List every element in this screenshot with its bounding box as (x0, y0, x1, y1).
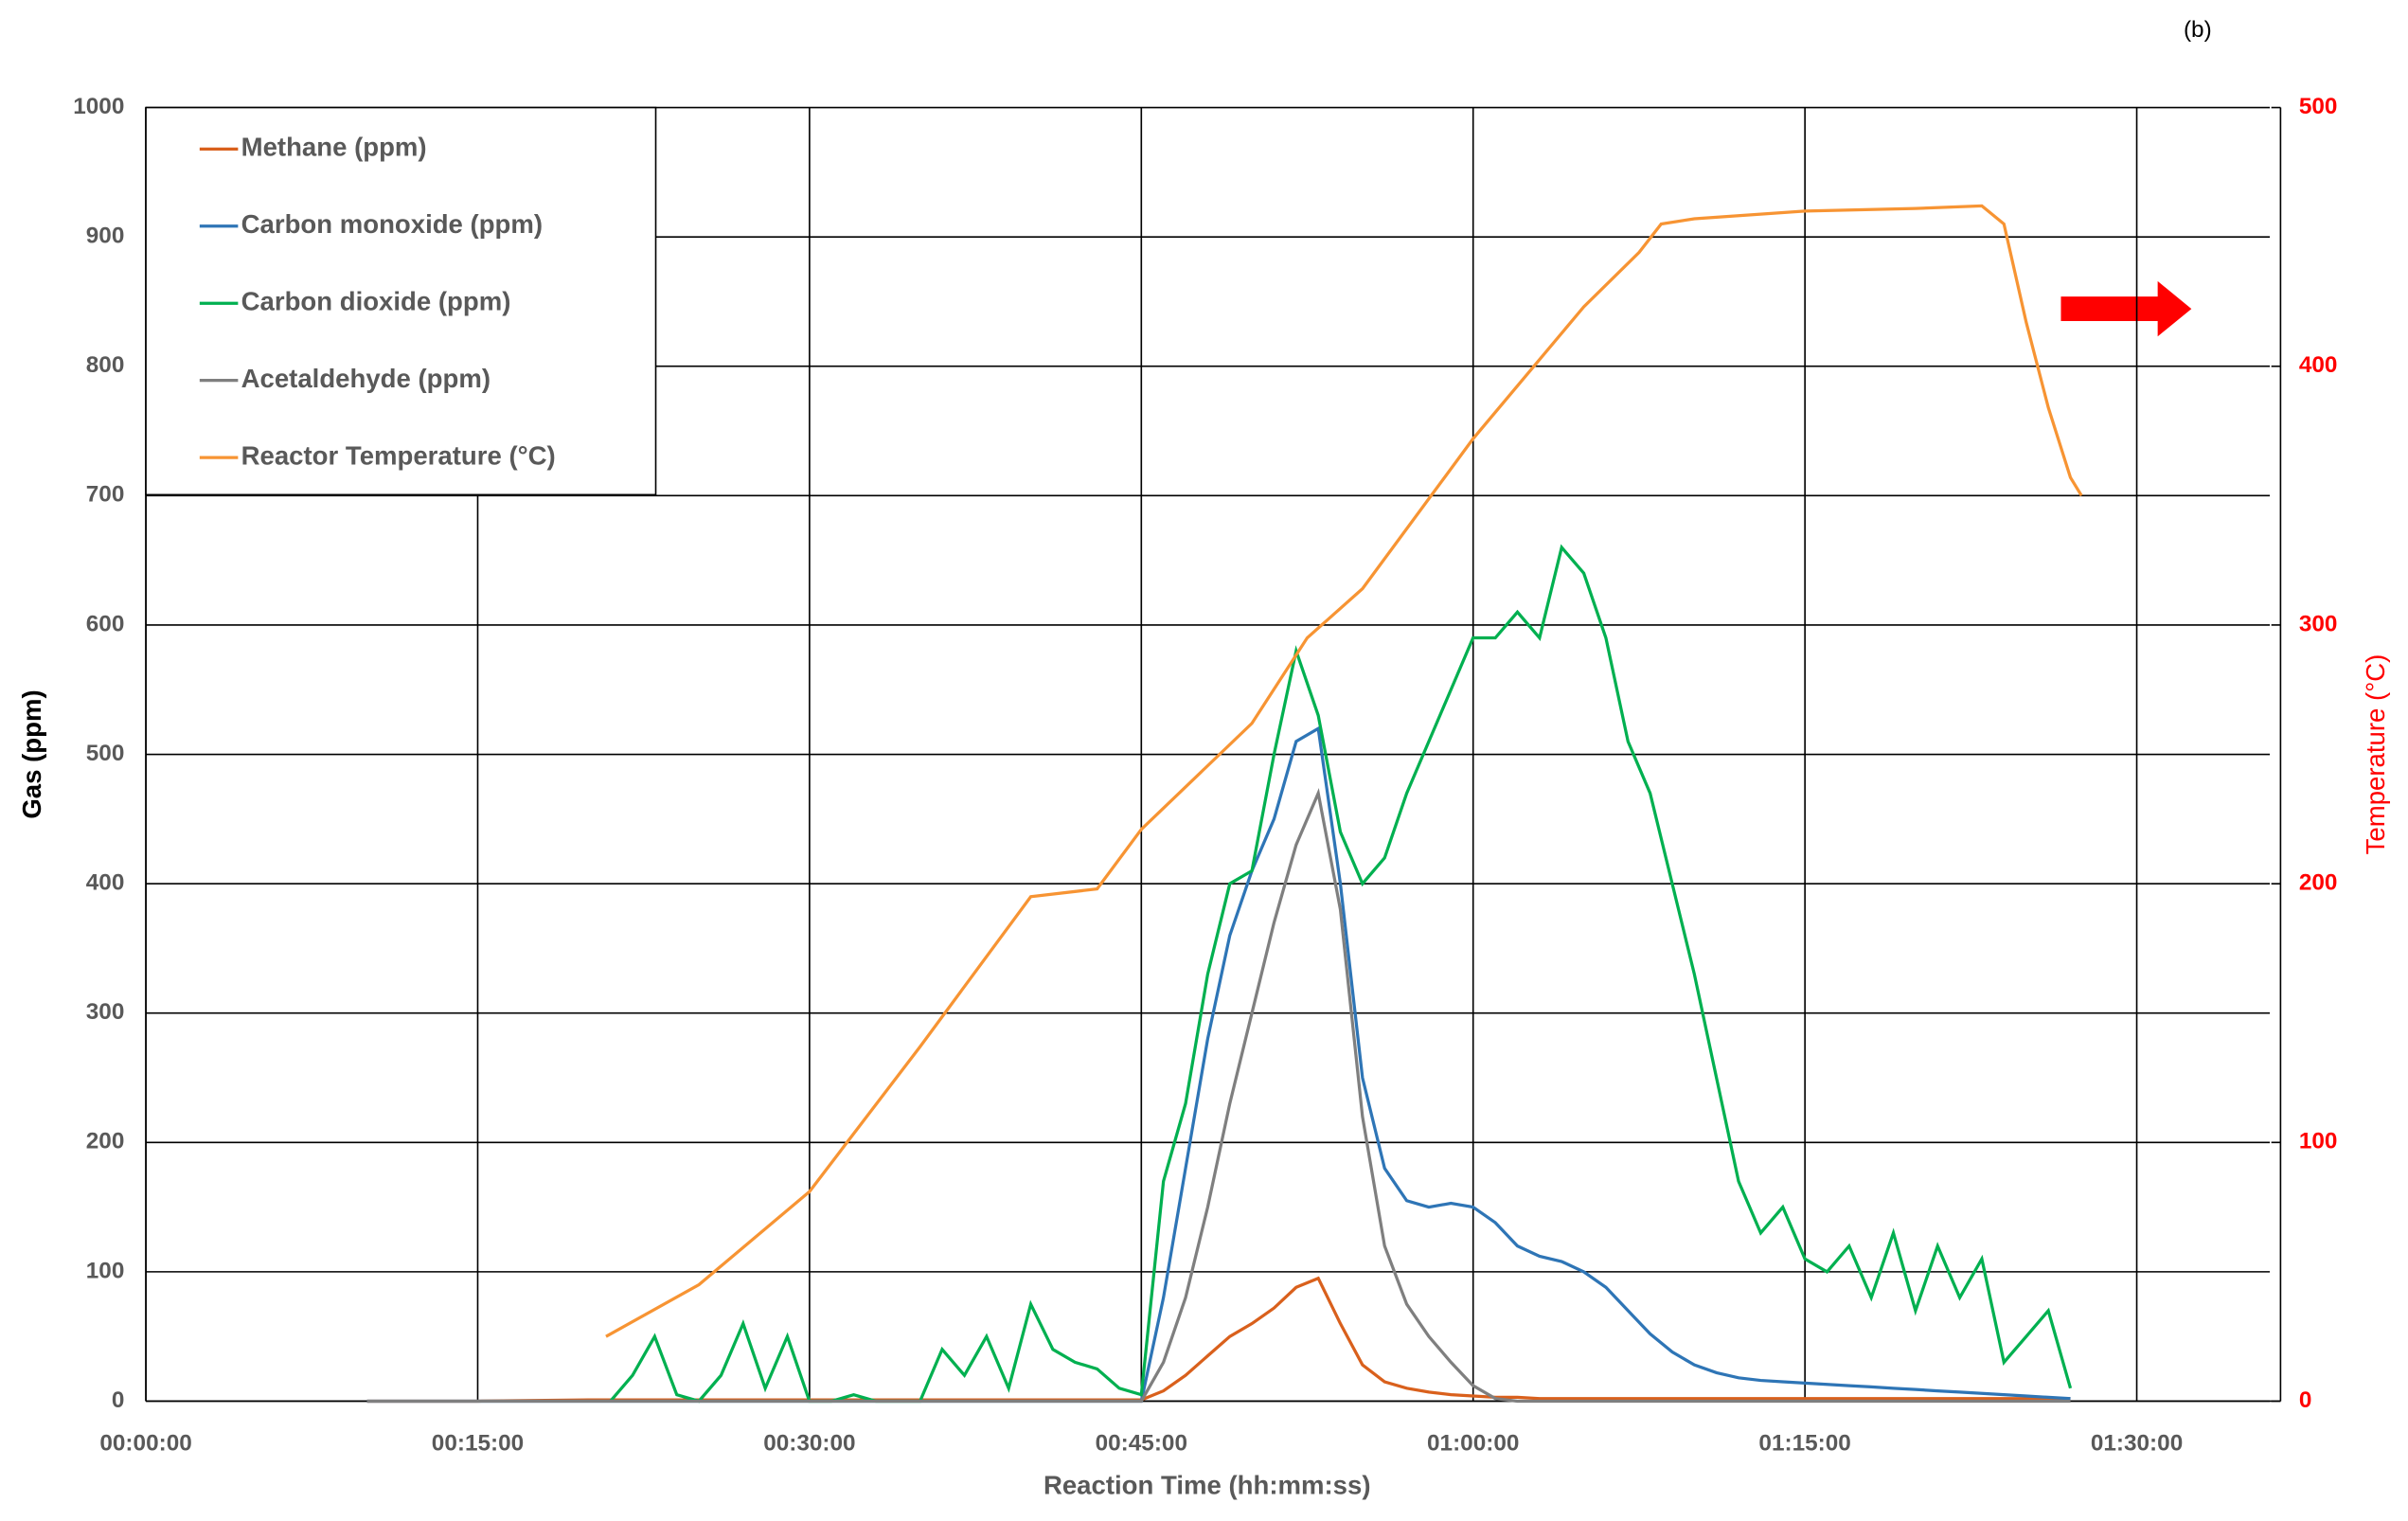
y2-tick-label: 100 (2299, 1129, 2338, 1154)
x-tick-label: 00:45:00 (1096, 1430, 1187, 1456)
x-tick-label: 01:30:00 (2091, 1430, 2183, 1456)
y-tick-label: 700 (86, 482, 125, 508)
x-tick-label: 00:15:00 (432, 1430, 524, 1456)
legend-label: Carbon dioxide (ppm) (241, 287, 511, 316)
legend-label: Acetaldehyde (ppm) (241, 364, 491, 393)
y-tick-label: 900 (86, 224, 125, 249)
series-line (366, 725, 2071, 1404)
y2-tick-label: 300 (2299, 611, 2338, 636)
x-tick-label: 00:30:00 (763, 1430, 855, 1456)
x-tick-label: 01:00:00 (1427, 1430, 1519, 1456)
y-tick-label: 300 (86, 999, 125, 1025)
legend-label: Methane (ppm) (241, 133, 427, 162)
axis-arrow (2060, 280, 2192, 337)
y-tick-label: 1000 (73, 94, 124, 119)
series-line (609, 544, 2073, 1404)
y2-tick-label: 0 (2299, 1387, 2312, 1413)
y-tick-label: 400 (86, 870, 125, 896)
legend-box (145, 106, 657, 496)
panel-label: (b) (2184, 17, 2212, 43)
y2-tick-label: 400 (2299, 352, 2338, 378)
x-axis-label: Reaction Time (hh:mm:ss) (1043, 1471, 1371, 1500)
y2-tick-label: 200 (2299, 870, 2338, 896)
y-tick-label: 800 (86, 352, 125, 378)
y-axis-label: Gas (ppm) (17, 689, 46, 818)
y-tick-label: 0 (112, 1387, 125, 1413)
legend-label: Carbon monoxide (ppm) (241, 209, 543, 239)
y-tick-label: 100 (86, 1258, 125, 1283)
x-tick-label: 00:00:00 (99, 1430, 191, 1456)
y2-axis-label: Temperature (°C) (2361, 654, 2390, 855)
legend-label: Reactor Temperature (°C) (241, 440, 556, 470)
y-tick-label: 200 (86, 1129, 125, 1154)
series-line (605, 204, 2083, 1338)
series-line (366, 788, 2071, 1404)
y-tick-label: 500 (86, 741, 125, 766)
y2-tick-label: 500 (2299, 94, 2338, 119)
y-tick-label: 600 (86, 611, 125, 636)
x-tick-label: 01:15:00 (1758, 1430, 1850, 1456)
